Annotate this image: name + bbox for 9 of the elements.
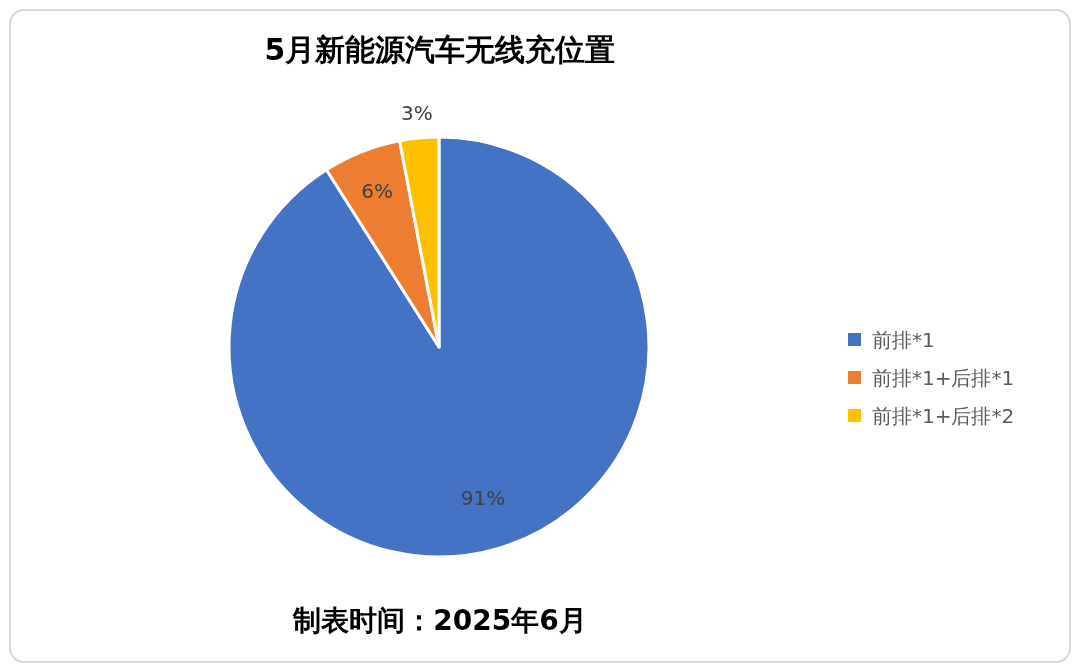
legend-label: 前排*1+后排*2 xyxy=(872,404,1015,428)
chart-title: 5月新能源汽车无线充位置 xyxy=(264,32,616,67)
legend-label: 前排*1+后排*1 xyxy=(872,366,1015,390)
data-label: 91% xyxy=(460,486,506,511)
data-label: 6% xyxy=(361,178,394,203)
text: 制表时间：2025年6月 xyxy=(292,604,587,637)
pie-slice xyxy=(227,135,651,559)
legend-label: 前排*1 xyxy=(872,328,935,352)
data-label: 3% xyxy=(401,100,433,125)
